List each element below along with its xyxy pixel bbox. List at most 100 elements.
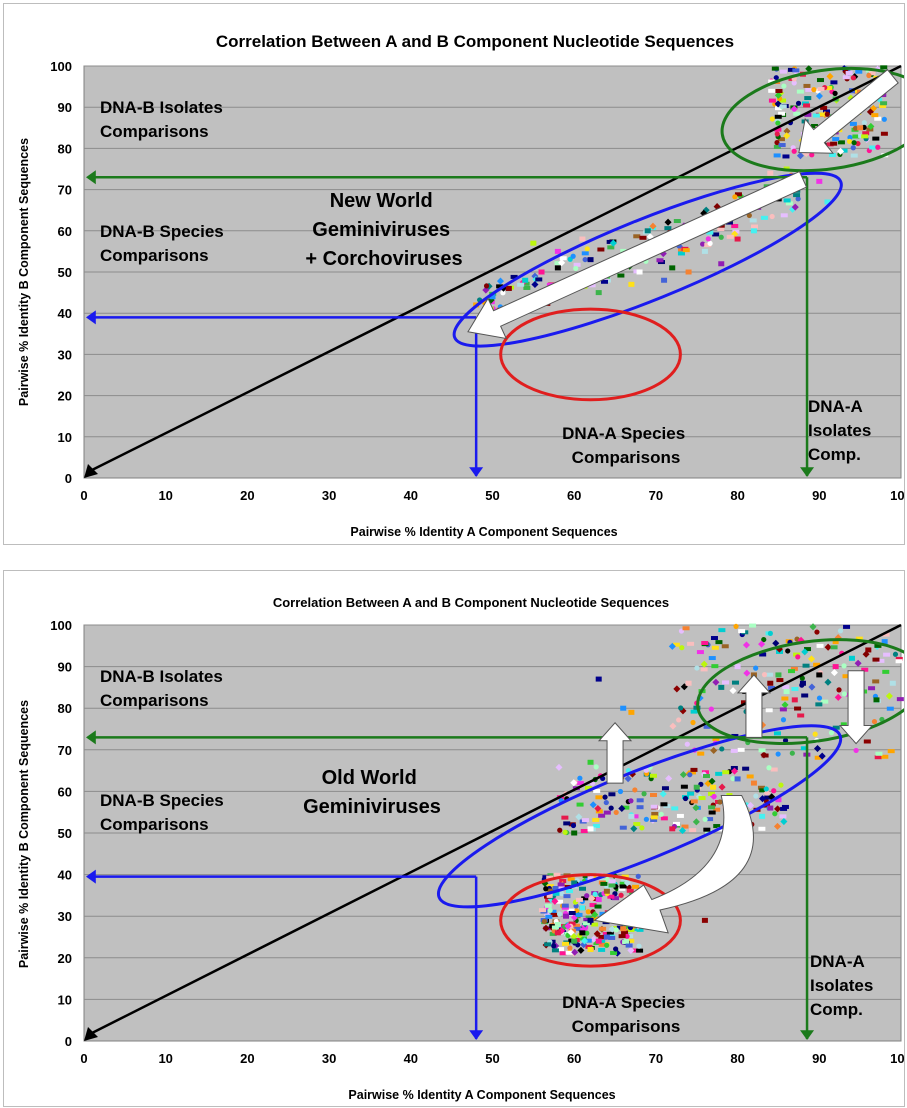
data-point <box>828 730 835 736</box>
data-point <box>603 888 610 894</box>
data-point <box>559 256 567 261</box>
data-point <box>803 103 811 108</box>
data-point <box>816 695 823 701</box>
data-point <box>706 230 714 235</box>
data-point <box>791 203 799 211</box>
data-point <box>759 652 767 657</box>
y-tick-label: 80 <box>58 701 72 716</box>
data-point <box>712 232 720 237</box>
data-point <box>570 253 576 259</box>
data-point <box>564 922 572 930</box>
data-point <box>626 888 634 893</box>
data-point <box>783 132 791 140</box>
annotation-b-isolates: DNA-B Isolates Comparisons <box>100 98 228 141</box>
y-tick-label: 100 <box>50 618 72 633</box>
data-point <box>591 911 599 919</box>
data-point <box>546 892 553 898</box>
data-point <box>774 131 780 137</box>
data-point <box>880 65 888 70</box>
data-point <box>845 71 853 76</box>
data-point <box>708 656 716 661</box>
data-point <box>817 87 825 92</box>
data-point <box>552 891 560 896</box>
data-point <box>774 127 782 132</box>
data-point <box>886 706 894 711</box>
data-point <box>816 178 823 184</box>
data-point <box>804 647 812 652</box>
data-point <box>678 705 684 711</box>
data-point <box>708 810 716 815</box>
data-point <box>665 774 673 783</box>
data-point <box>832 137 840 142</box>
data-point <box>595 938 602 944</box>
y-tick-label: 30 <box>58 347 72 362</box>
data-point <box>587 759 594 765</box>
data-point <box>850 153 858 158</box>
chart-title: Correlation Between A and B Component Nu… <box>216 32 734 51</box>
data-point <box>707 240 713 246</box>
data-point <box>571 880 578 886</box>
data-point <box>671 806 679 811</box>
data-point <box>708 777 716 785</box>
data-point <box>690 709 698 714</box>
data-point <box>676 717 682 723</box>
data-point <box>706 817 714 822</box>
data-point <box>575 897 583 902</box>
data-point <box>781 83 787 89</box>
data-point <box>863 739 871 744</box>
data-point <box>816 672 823 678</box>
data-point <box>700 667 708 672</box>
x-tick-label: 40 <box>404 488 418 503</box>
data-point <box>556 911 563 917</box>
data-point <box>861 134 869 139</box>
data-point <box>742 766 750 771</box>
data-point <box>618 804 626 812</box>
data-point <box>557 827 563 833</box>
data-point <box>857 125 864 131</box>
data-point <box>836 687 842 693</box>
data-point <box>718 234 724 240</box>
data-point <box>636 805 644 810</box>
x-tick-label: 50 <box>485 488 499 503</box>
data-point <box>591 922 599 927</box>
data-point <box>620 705 627 711</box>
data-point <box>610 950 618 955</box>
y-tick-label: 0 <box>65 1034 72 1049</box>
data-point <box>750 228 757 234</box>
data-point <box>602 932 610 937</box>
data-point <box>700 660 708 668</box>
data-point <box>773 144 781 149</box>
data-point <box>807 655 816 663</box>
data-point <box>604 885 612 890</box>
data-point <box>889 680 896 686</box>
data-point <box>795 654 801 660</box>
data-point <box>551 943 557 949</box>
data-point <box>708 791 716 796</box>
data-point <box>882 669 890 674</box>
x-tick-label: 80 <box>730 1051 744 1066</box>
y-axis-label: Pairwise % Identity B Component Sequence… <box>17 700 31 968</box>
data-point <box>757 785 765 790</box>
data-point <box>749 623 757 628</box>
data-point <box>815 92 823 100</box>
y-tick-label: 40 <box>58 868 72 883</box>
data-point <box>718 628 726 633</box>
data-point <box>804 96 812 101</box>
white-arrow-isolates <box>798 68 899 154</box>
data-point <box>842 75 850 80</box>
data-point <box>567 908 575 913</box>
data-point <box>812 731 818 737</box>
data-point <box>711 793 717 800</box>
data-point <box>587 826 594 832</box>
data-point <box>650 804 658 809</box>
data-point <box>703 724 711 729</box>
x-tick-label: 10 <box>158 1051 172 1066</box>
data-point <box>575 813 583 821</box>
data-point <box>587 257 594 263</box>
data-point <box>825 86 833 91</box>
data-point <box>753 665 759 671</box>
data-point <box>570 822 577 829</box>
data-point <box>824 111 830 117</box>
data-point <box>558 885 566 890</box>
x-axis-label: Pairwise % Identity A Component Sequence… <box>348 1088 615 1102</box>
